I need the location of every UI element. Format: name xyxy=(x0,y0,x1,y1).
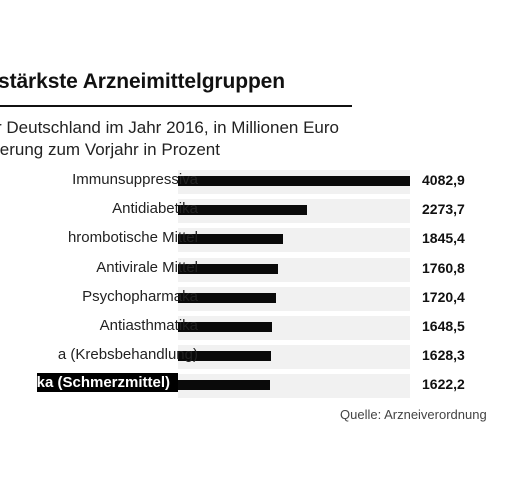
bar xyxy=(178,351,271,362)
bar-row: Antivirale Mittel 1760,8 xyxy=(0,257,512,282)
value-label: 2273,7 xyxy=(422,201,465,218)
bar xyxy=(178,322,272,332)
value-label: 1720,4 xyxy=(422,288,465,305)
bar-row: Antidiabetika 2273,7 xyxy=(0,199,512,224)
bar-row: Antiasthmatika 1648,5 xyxy=(0,316,512,340)
title-rule xyxy=(0,105,352,107)
value-label: 1760,8 xyxy=(422,259,465,276)
chart-subtitle-line-1: r Deutschland im Jahr 2016, in Millionen… xyxy=(0,118,340,137)
bar xyxy=(178,263,279,274)
value-label: 1845,4 xyxy=(422,230,465,247)
category-label: Antiasthmatika xyxy=(99,317,198,334)
value-label: 1622,2 xyxy=(422,376,465,393)
bar xyxy=(178,234,283,245)
category-label: Immunsuppressiva xyxy=(72,171,198,188)
category-label: ka (Schmerzmittel) xyxy=(36,373,178,393)
bar xyxy=(178,292,276,303)
bar xyxy=(178,205,308,216)
bar-row: Immunsuppressiva 4082,9 xyxy=(0,170,512,194)
bar-row: Psychopharmaka 1720,4 xyxy=(0,286,512,311)
source-note: Quelle: Arzneiverordnung xyxy=(340,407,487,422)
value-label: 1628,3 xyxy=(422,347,465,364)
bar xyxy=(178,176,410,186)
bar-row: ka (Schmerzmittel) 1622,2 xyxy=(0,373,512,399)
category-label: Antivirale Mittel xyxy=(96,258,198,276)
category-label: a (Krebsbehandlung) xyxy=(57,346,198,364)
category-label: hrombotische Mittel xyxy=(67,229,198,247)
category-label: Psychopharmaka xyxy=(82,287,198,305)
value-label: 4082,9 xyxy=(422,172,465,188)
bar-row: a (Krebsbehandlung) 1628,3 xyxy=(0,345,512,370)
bar-row: hrombotische Mittel 1845,4 xyxy=(0,228,512,253)
chart-title: stärkste Arzneimittelgruppen xyxy=(0,70,285,93)
value-label: 1648,5 xyxy=(422,318,465,334)
category-label: Antidiabetika xyxy=(112,200,198,218)
chart-subtitle-line-2: lerung zum Vorjahr in Prozent xyxy=(0,140,220,159)
bar xyxy=(178,380,271,391)
